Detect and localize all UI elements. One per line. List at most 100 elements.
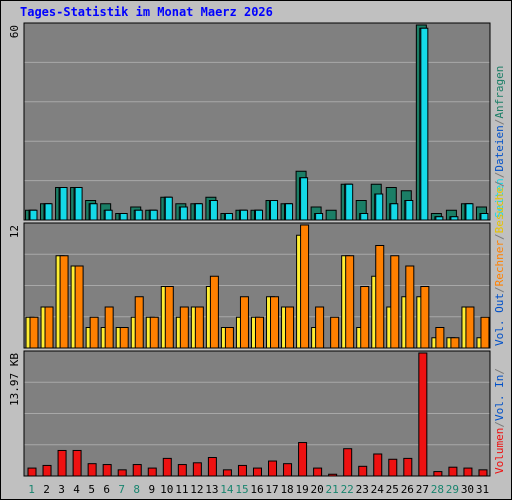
bar-rechner-day-13 xyxy=(209,275,219,349)
legend-besuche: Besuche xyxy=(493,187,506,233)
bar-volumen-day-25 xyxy=(388,458,398,477)
x-tick-label-day-2: 2 xyxy=(43,483,50,496)
bar-volumen-day-24 xyxy=(373,453,383,477)
bar-volumen-day-6 xyxy=(102,464,112,477)
bar-seiten-day-31 xyxy=(480,213,489,221)
right-legend-0: Seiten/Dateien/Anfragen xyxy=(493,66,506,218)
legend-separator: / xyxy=(493,421,506,428)
x-tick-label-day-21: 21 xyxy=(326,483,339,496)
x-tick-label-day-6: 6 xyxy=(103,483,110,496)
bar-rechner-day-28 xyxy=(435,327,445,349)
bar-rechner-day-29 xyxy=(450,337,460,349)
bar-seiten-day-22 xyxy=(345,183,354,221)
bar-rechner-day-5 xyxy=(89,316,99,349)
legend-volumen: Volumen xyxy=(493,428,506,474)
bar-rechner-day-18 xyxy=(285,306,295,349)
bar-rechner-day-2 xyxy=(44,306,54,349)
bar-volumen-day-7 xyxy=(117,469,127,477)
bar-volumen-day-18 xyxy=(283,463,293,477)
bar-seiten-day-17 xyxy=(270,200,279,221)
y-max-label-middle: 12 xyxy=(8,225,21,238)
bar-volumen-day-31 xyxy=(478,469,488,477)
legend-anfragen: Anfragen xyxy=(493,66,506,119)
x-tick-label-day-19: 19 xyxy=(295,483,308,496)
bar-rechner-day-24 xyxy=(375,245,385,349)
bar-volumen-day-15 xyxy=(237,464,247,477)
plot-border-middle xyxy=(23,222,491,349)
bar-rechner-day-20 xyxy=(315,306,325,349)
legend-rechner: Rechner xyxy=(493,240,506,287)
bar-rechner-day-9 xyxy=(149,316,159,349)
x-tick-label-day-7: 7 xyxy=(118,483,125,496)
y-max-label-bottom: 13.97 KB xyxy=(8,353,21,406)
chart-title: Tages-Statistik im Monat Maerz 2026 xyxy=(20,5,273,19)
bar-volumen-day-23 xyxy=(358,465,368,477)
x-tick-label-day-20: 20 xyxy=(311,483,324,496)
bar-rechner-day-22 xyxy=(345,255,355,349)
bar-seiten-day-3 xyxy=(59,187,68,221)
y-max-label-top: 60 xyxy=(8,25,21,38)
bar-volumen-day-12 xyxy=(192,462,202,477)
x-tick-label-day-14: 14 xyxy=(220,483,234,496)
bar-rechner-day-8 xyxy=(134,296,144,349)
x-tick-label-day-30: 30 xyxy=(461,483,474,496)
plot-border-top xyxy=(23,22,491,221)
bar-volumen-day-30 xyxy=(463,467,473,477)
bar-rechner-day-12 xyxy=(194,306,204,349)
bar-seiten-day-15 xyxy=(239,209,248,221)
bar-seiten-day-7 xyxy=(119,213,128,221)
x-tick-label-day-24: 24 xyxy=(371,483,385,496)
x-tick-label-day-16: 16 xyxy=(250,483,263,496)
x-tick-label-day-12: 12 xyxy=(190,483,203,496)
bar-rechner-day-25 xyxy=(390,255,400,349)
bar-volumen-day-20 xyxy=(313,467,323,477)
x-tick-label-day-28: 28 xyxy=(431,483,444,496)
legend-dateien: Dateien xyxy=(493,125,506,171)
bar-anfragen-day-21 xyxy=(325,209,337,221)
legend-separator: / xyxy=(493,172,506,179)
bar-seiten-day-13 xyxy=(209,200,218,221)
x-tick-label-day-13: 13 xyxy=(205,483,218,496)
bar-seiten-day-25 xyxy=(390,203,399,221)
bar-seiten-day-19 xyxy=(300,177,309,221)
x-tick-label-day-15: 15 xyxy=(235,483,248,496)
bar-volumen-day-13 xyxy=(207,457,217,477)
x-tick-label-day-31: 31 xyxy=(476,483,489,496)
bar-seiten-day-27 xyxy=(420,27,429,221)
plot-border-bottom xyxy=(23,350,491,477)
bar-seiten-day-30 xyxy=(465,203,474,221)
legend-separator: / xyxy=(493,286,506,293)
right-legend-1: Vol. Out/Rechner/Besuche/ xyxy=(493,180,506,346)
bar-volumen-day-29 xyxy=(448,466,458,477)
x-tick-label-day-3: 3 xyxy=(58,483,65,496)
bar-volumen-day-4 xyxy=(72,449,82,477)
x-tick-label-day-4: 4 xyxy=(73,483,80,496)
legend-separator: / xyxy=(493,180,506,187)
bar-seiten-day-2 xyxy=(44,203,53,221)
x-tick-label-day-11: 11 xyxy=(175,483,188,496)
x-tick-label-day-18: 18 xyxy=(280,483,293,496)
bar-seiten-day-9 xyxy=(149,209,158,221)
bar-rechner-day-11 xyxy=(179,306,189,349)
bar-volumen-day-8 xyxy=(132,464,142,477)
bar-volumen-day-2 xyxy=(42,464,52,477)
bar-volumen-day-22 xyxy=(343,448,353,477)
bar-volumen-day-3 xyxy=(57,449,67,477)
legend-separator: / xyxy=(493,119,506,126)
bar-seiten-day-6 xyxy=(104,209,113,221)
x-tick-label-day-10: 10 xyxy=(160,483,173,496)
bar-seiten-day-24 xyxy=(375,193,384,221)
bar-seiten-day-18 xyxy=(285,203,294,221)
bar-seiten-day-11 xyxy=(179,206,188,221)
bar-seiten-day-1 xyxy=(29,209,38,221)
bar-seiten-day-4 xyxy=(74,187,83,221)
bar-rechner-day-16 xyxy=(254,316,264,349)
legend-separator: / xyxy=(493,368,506,375)
bar-rechner-day-27 xyxy=(420,286,430,349)
bar-volumen-day-19 xyxy=(298,442,308,477)
x-tick-label-day-23: 23 xyxy=(356,483,369,496)
bar-volumen-day-16 xyxy=(252,467,262,477)
bar-seiten-day-8 xyxy=(134,209,143,221)
bar-rechner-day-14 xyxy=(224,327,234,349)
